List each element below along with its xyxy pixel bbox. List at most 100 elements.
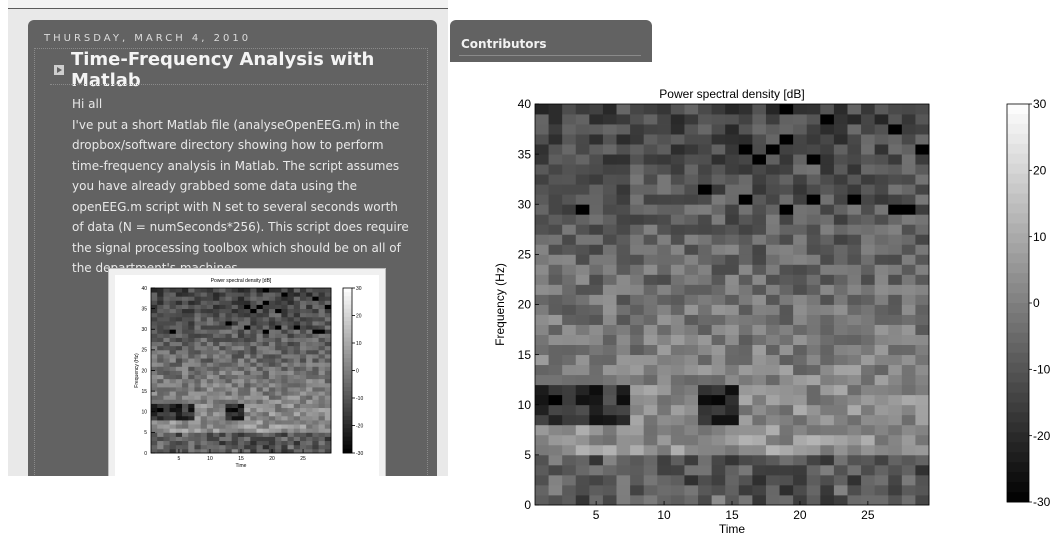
main-heatmap-cell [589, 284, 604, 295]
main-heatmap-cell [738, 244, 753, 255]
main-heatmap-cell [643, 474, 658, 486]
thumb-heatmap-cell [256, 382, 264, 388]
main-heatmap-cell [806, 374, 821, 386]
thumb-heatmap-cell [324, 358, 332, 363]
thumb-y-tick-label: 5 [144, 430, 147, 436]
thumb-heatmap-cell [231, 387, 239, 392]
main-heatmap-cell [548, 394, 563, 406]
main-heatmap-cell [535, 234, 549, 245]
main-heatmap-cell [874, 114, 889, 125]
thumb-colorbar-segment [343, 312, 352, 318]
main-heatmap-cell [874, 264, 889, 275]
thumb-heatmap-cell [275, 337, 282, 343]
main-heatmap-cell [535, 314, 549, 325]
thumb-heatmap-cell [281, 399, 288, 404]
main-heatmap-cell [820, 474, 835, 486]
thumb-heatmap-cell [194, 296, 202, 301]
thumb-heatmap-cell [200, 354, 208, 359]
thumb-heatmap-cell [293, 304, 301, 310]
main-heatmap-cell [779, 304, 794, 315]
main-heatmap-cell [793, 134, 808, 145]
main-heatmap-cell [888, 154, 903, 165]
thumb-heatmap-cell [194, 362, 202, 367]
main-heatmap-cell [725, 174, 740, 185]
thumb-heatmap-cell [324, 387, 332, 392]
thumb-heatmap-cell [256, 399, 264, 404]
thumb-heatmap-cell [213, 444, 220, 450]
main-heatmap-cell [575, 474, 590, 486]
main-heatmap-cell [901, 104, 916, 115]
thumb-heatmap-cell [225, 399, 233, 404]
main-heatmap-cell [888, 414, 903, 426]
main-heatmap-cell [684, 424, 699, 436]
thumb-heatmap-cell [318, 349, 326, 355]
main-heatmap-cell [602, 244, 617, 255]
post-text: I've put a short Matlab file (analyseOpe… [72, 117, 409, 276]
thumb-heatmap-cell [175, 333, 183, 338]
post-image-thumbnail[interactable]: Power spectral density [dB] 5 10 15 20 25 0 5 10… [115, 275, 379, 476]
thumb-colorbar-segment [343, 436, 352, 442]
main-heatmap-cell [535, 394, 549, 406]
main-heatmap-cell [562, 464, 577, 476]
thumb-heatmap-cell [324, 432, 332, 437]
main-heatmap-cell [725, 234, 740, 245]
thumb-heatmap-cell [306, 300, 313, 305]
thumb-heatmap-cell [306, 411, 313, 417]
thumb-heatmap-cell [268, 354, 276, 359]
thumb-heatmap-cell [188, 354, 195, 359]
main-heatmap-cell [548, 284, 563, 295]
thumb-heatmap-cell [324, 399, 332, 404]
thumb-heatmap-cell [262, 329, 270, 334]
main-heatmap-cell [643, 164, 658, 175]
thumb-heatmap-cell [213, 288, 220, 293]
main-heatmap-cell [725, 114, 740, 125]
main-heatmap-cell [657, 204, 672, 215]
thumb-heatmap-cell [256, 325, 264, 330]
thumb-heatmap-cell [256, 345, 264, 351]
thumb-heatmap-cell [256, 321, 264, 326]
thumb-heatmap-cell [250, 444, 257, 450]
main-heatmap-cell [535, 464, 549, 476]
thumb-heatmap-cell [262, 391, 270, 396]
main-heatmap-cell [575, 114, 590, 125]
main-heatmap-cell [765, 314, 780, 325]
thumb-colorbar-segment [343, 325, 352, 330]
post-title[interactable]: Time-Frequency Analysis with Matlab [70, 49, 375, 91]
main-heatmap-cell [847, 404, 862, 416]
thumb-heatmap-cell [312, 296, 319, 301]
main-heatmap-cell [535, 334, 549, 345]
main-heatmap-cell [847, 114, 862, 125]
main-heatmap-cell [820, 334, 835, 345]
thumb-heatmap-cell [318, 424, 326, 429]
thumb-heatmap-cell [169, 345, 177, 351]
post-image-frame[interactable]: Power spectral density [dB] 5 10 15 20 25 0 5 10… [108, 268, 386, 476]
main-heatmap-cell [765, 274, 780, 285]
thumb-heatmap-cell [169, 358, 177, 363]
thumb-heatmap-cell [262, 337, 270, 343]
thumb-heatmap-cell [306, 296, 313, 301]
main-heatmap-cell [575, 314, 590, 325]
main-heatmap-cell [602, 364, 617, 376]
thumb-heatmap-cell [219, 374, 226, 380]
thumb-heatmap-cell [275, 321, 282, 326]
main-heatmap-cell [833, 454, 848, 466]
thumb-colorbar-tick-label: 0 [356, 368, 359, 374]
post-title-row[interactable]: Time-Frequency Analysis with Matlab [54, 49, 448, 91]
main-heatmap-cell [698, 204, 713, 215]
main-heatmap-cell [643, 104, 658, 115]
thumb-heatmap-cell [200, 370, 208, 376]
main-heatmap-cell [535, 414, 549, 426]
main-heatmap-cell [643, 194, 658, 205]
main-heatmap-cell [861, 434, 876, 446]
main-heatmap-cell [806, 334, 821, 345]
main-heatmap-cell [806, 474, 821, 486]
main-heatmap-cell [575, 424, 590, 436]
thumb-heatmap-cell [188, 321, 195, 326]
main-heatmap-cell [535, 154, 549, 165]
thumb-heatmap-cell [175, 308, 183, 314]
thumb-colorbar-segment [343, 304, 352, 310]
main-heatmap-cell [752, 414, 767, 426]
main-colorbar-segment [1007, 392, 1029, 403]
thumb-heatmap-cell [268, 407, 276, 413]
thumb-heatmap-cell [206, 288, 214, 293]
